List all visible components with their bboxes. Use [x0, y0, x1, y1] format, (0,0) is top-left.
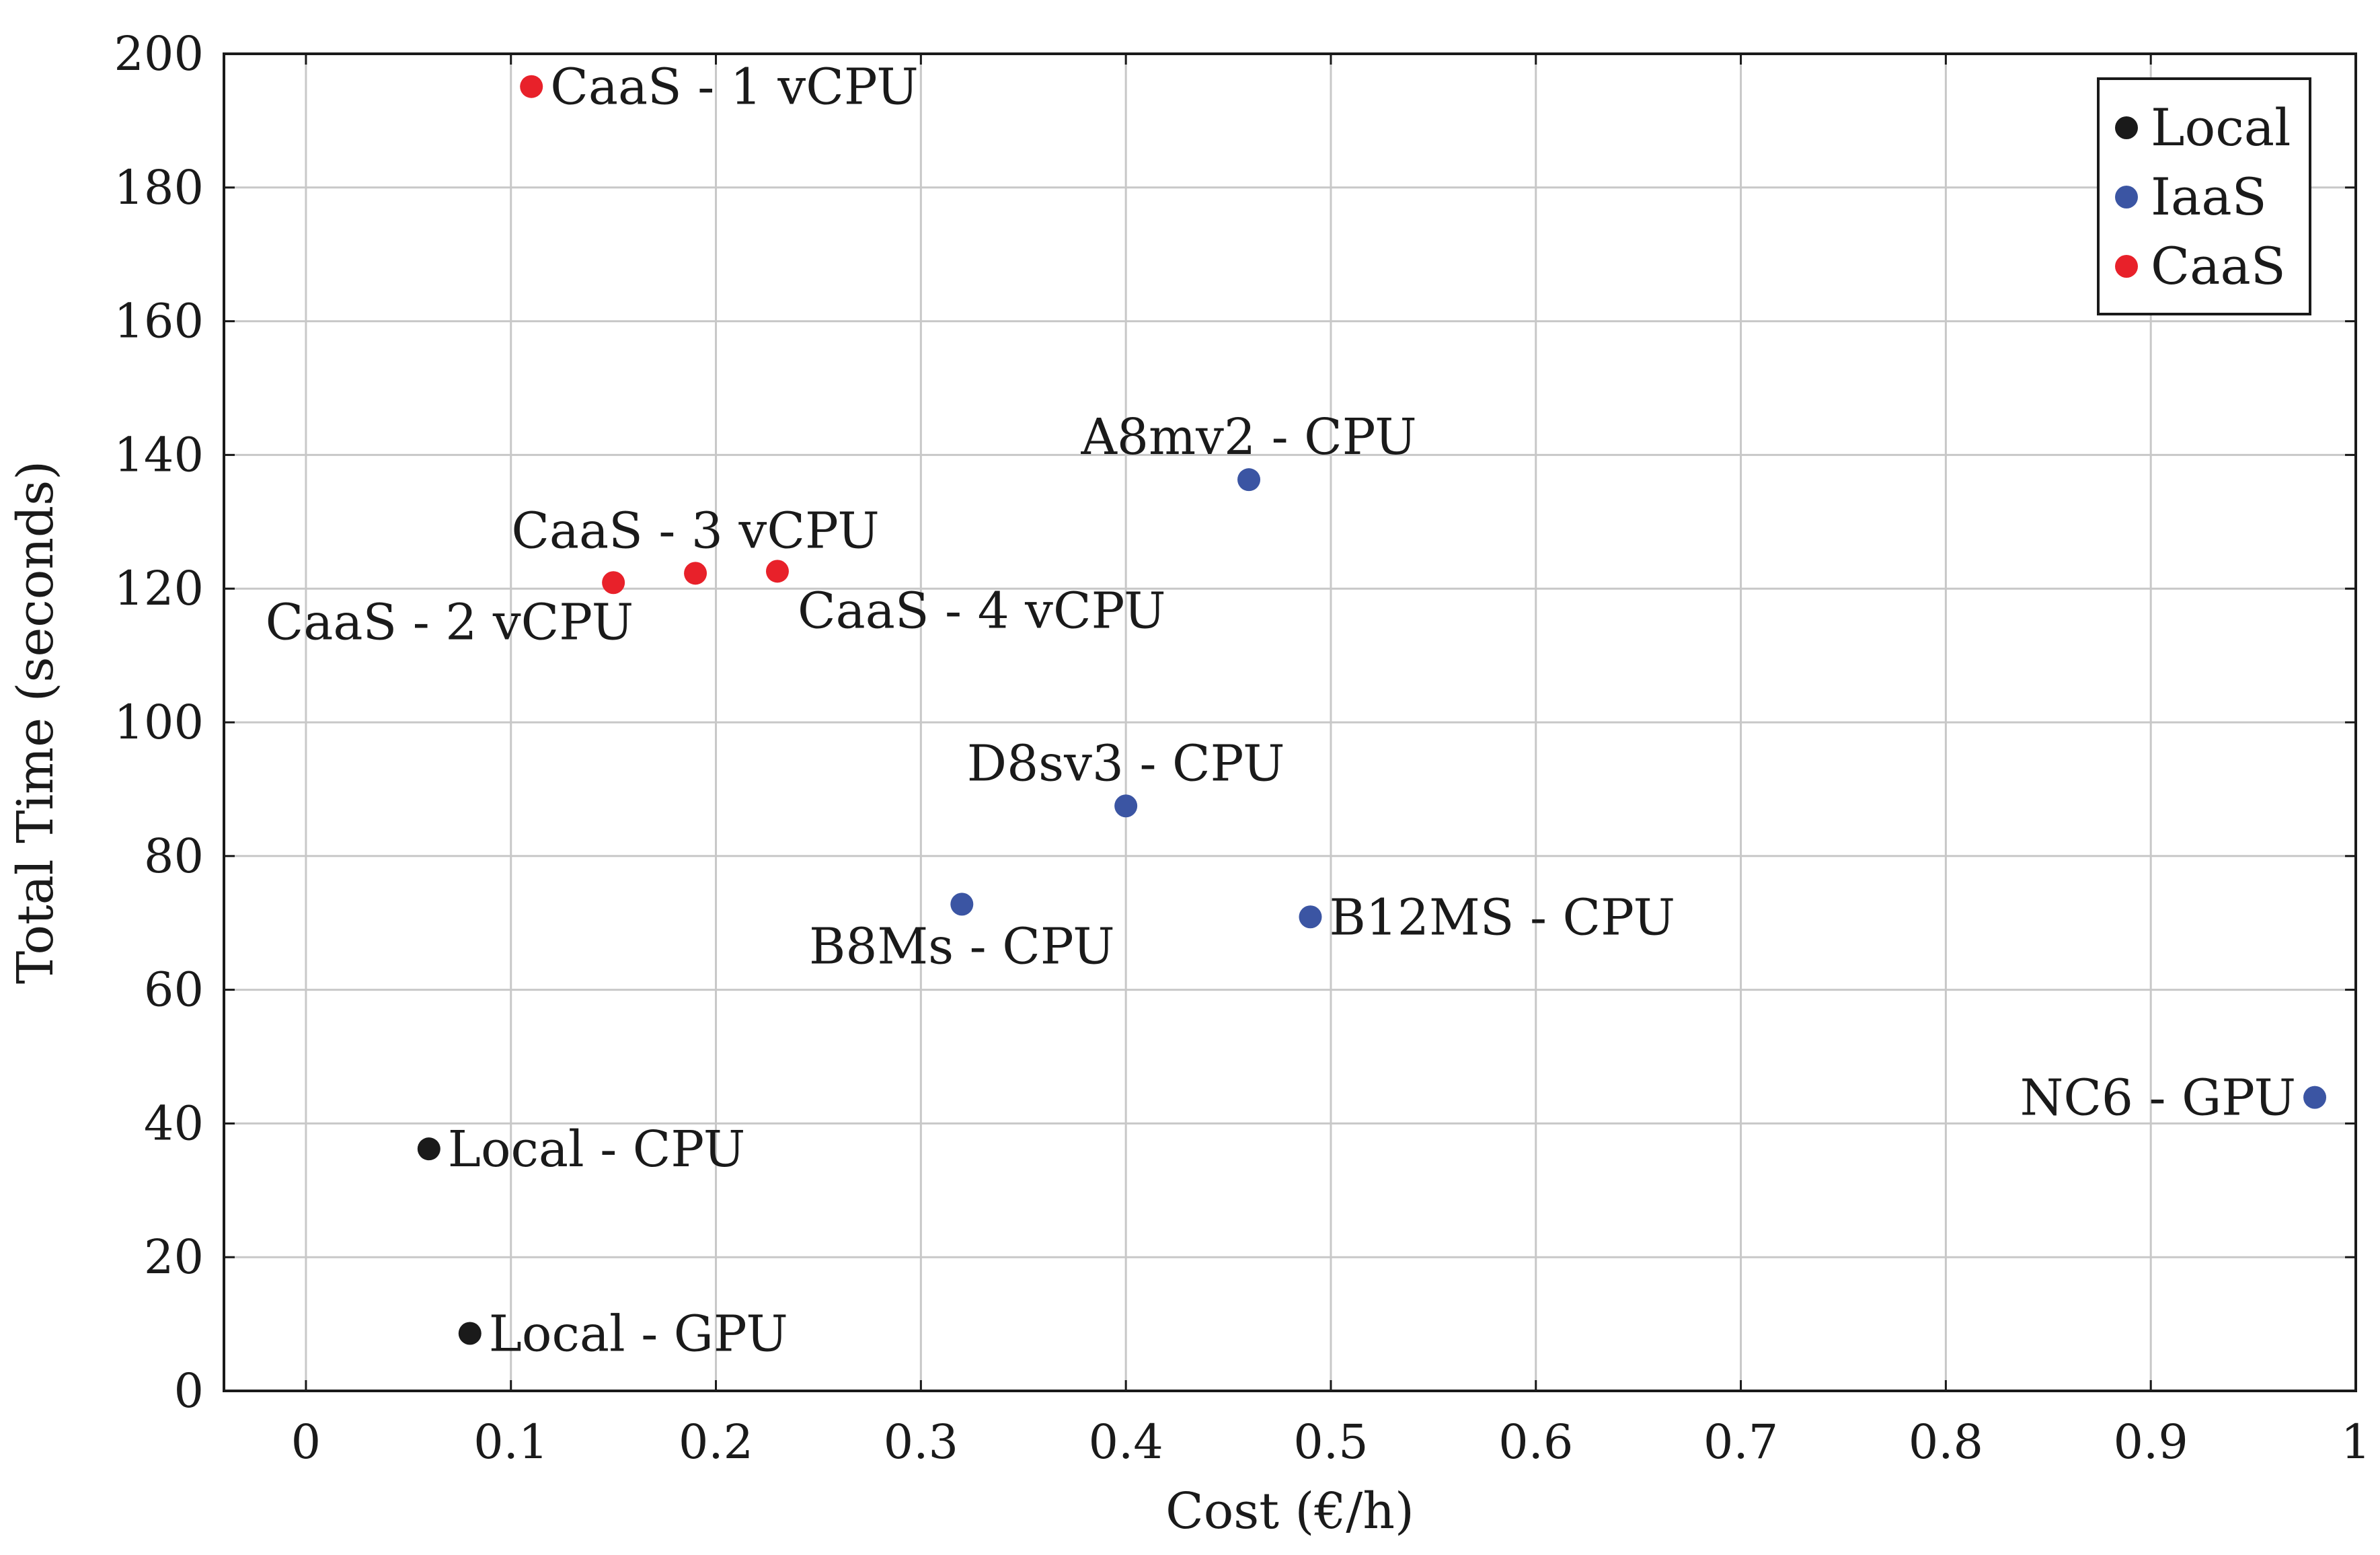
x-tick-label: 0.5 — [1293, 1414, 1368, 1470]
y-tick-label: 200 — [114, 26, 204, 81]
y-tick-label: 60 — [144, 962, 204, 1018]
x-tick-label: 0.2 — [679, 1414, 753, 1470]
y-tick-label: 20 — [144, 1229, 204, 1285]
y-tick-label: 180 — [114, 160, 204, 215]
y-axis-title: Total Time (seconds) — [7, 461, 65, 984]
x-axis-title: Cost (€/h) — [1165, 1482, 1414, 1540]
x-tick-label: 1 — [2341, 1414, 2371, 1470]
y-tick-label: 140 — [114, 427, 204, 482]
x-tick-label: 0.8 — [1909, 1414, 1983, 1470]
x-tick-label: 0.7 — [1703, 1414, 1778, 1470]
data-point-label: A8mv2 - CPU — [1080, 408, 1416, 466]
y-tick-label: 0 — [174, 1363, 204, 1418]
y-tick-label: 160 — [114, 294, 204, 349]
x-tick-label: 0.3 — [884, 1414, 958, 1470]
legend-marker-caas — [2115, 255, 2138, 278]
data-point-label: CaaS - 1 vCPU — [550, 59, 918, 116]
data-point-label: CaaS - 3 vCPU — [511, 502, 879, 560]
data-point-local — [458, 1322, 482, 1345]
data-point-caas — [520, 75, 543, 98]
data-point-label: Local - CPU — [448, 1121, 745, 1178]
data-point-local — [417, 1137, 440, 1161]
data-point-iaas — [950, 893, 974, 916]
data-point-caas — [765, 560, 789, 583]
x-tick-label: 0.4 — [1088, 1414, 1163, 1470]
data-point-label: CaaS - 4 vCPU — [798, 582, 1165, 640]
legend-label-iaas: IaaS — [2151, 167, 2267, 227]
data-point-iaas — [1237, 468, 1261, 492]
legend-marker-local — [2115, 116, 2138, 139]
y-tick-label: 80 — [144, 829, 204, 884]
data-point-iaas — [2303, 1086, 2327, 1109]
y-tick-label: 100 — [114, 695, 204, 750]
data-point-label: CaaS - 2 vCPU — [266, 593, 634, 651]
data-point-label: B8Ms - CPU — [809, 917, 1115, 975]
plot-frame — [223, 52, 2357, 1392]
legend-label-caas: CaaS — [2151, 236, 2286, 296]
data-point-label: Local - GPU — [489, 1305, 788, 1363]
y-tick-label: 120 — [114, 561, 204, 616]
data-point-iaas — [1299, 905, 1322, 929]
data-point-iaas — [1114, 794, 1138, 818]
data-point-label: B12MS - CPU — [1329, 888, 1675, 946]
legend-marker-iaas — [2115, 186, 2138, 208]
tick-labels: 0 0.1 0.2 0.3 0.4 0.5 0.6 0.7 0.8 0.9 1 0 20 40 60 80 10… — [114, 26, 2371, 1470]
x-tick-label: 0.6 — [1498, 1414, 1573, 1470]
data-points: Local - CPU Local - GPU A8mv2 - CPU D8sv3 -… — [266, 59, 2327, 1363]
legend-label-local: Local — [2151, 98, 2291, 157]
x-tick-label: 0 — [291, 1414, 321, 1470]
data-point-label: NC6 - GPU — [2020, 1069, 2296, 1127]
data-point-label: D8sv3 - CPU — [967, 734, 1285, 792]
x-tick-label: 0.9 — [2114, 1414, 2188, 1470]
x-tick-label: 0.1 — [473, 1414, 548, 1470]
legend: Local IaaS CaaS — [2097, 77, 2311, 315]
data-point-caas — [602, 571, 625, 595]
data-point-caas — [684, 562, 707, 585]
y-tick-label: 40 — [144, 1096, 204, 1151]
